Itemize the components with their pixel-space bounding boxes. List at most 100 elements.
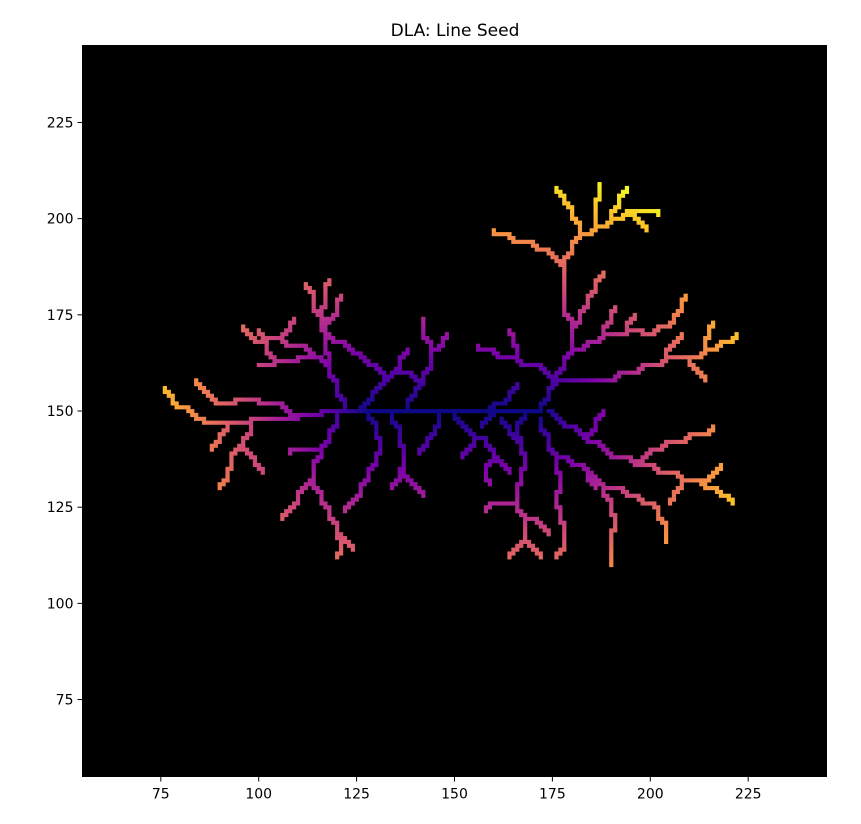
cluster-cell: [342, 343, 348, 348]
cluster-cell: [429, 436, 434, 441]
cluster-cell: [613, 486, 618, 491]
cluster-cell: [644, 451, 649, 456]
cluster-cell: [519, 443, 524, 448]
cluster-cell: [577, 347, 583, 352]
cluster-cell: [554, 185, 559, 191]
cluster-cell: [601, 482, 606, 487]
cluster-cell: [323, 320, 328, 325]
cluster-cell: [303, 486, 308, 491]
cluster-cell: [687, 432, 692, 437]
cluster-cell: [241, 420, 246, 425]
cluster-cell: [570, 209, 575, 214]
cluster-cell: [374, 432, 379, 437]
cluster-cell: [511, 335, 516, 341]
cluster-cell: [401, 443, 406, 448]
cluster-cell: [585, 478, 590, 483]
cluster-cell: [507, 235, 512, 241]
cluster-cell: [570, 247, 575, 252]
cluster-cell: [609, 559, 614, 564]
cluster-cell: [640, 209, 645, 214]
cluster-cell: [562, 274, 567, 279]
cluster-cell: [581, 309, 586, 314]
cluster-cell: [421, 320, 426, 325]
cluster-cell: [601, 270, 606, 275]
cluster-cell: [487, 347, 492, 352]
cluster-cell: [663, 439, 669, 445]
cluster-cell: [362, 359, 367, 364]
cluster-cell: [538, 405, 543, 410]
cluster-cell: [327, 436, 332, 441]
cluster-cell: [589, 228, 594, 233]
cluster-cell: [628, 370, 633, 375]
cluster-cell: [605, 447, 610, 452]
cluster-cell: [225, 428, 230, 433]
cluster-cell: [295, 416, 301, 421]
cluster-cell: [248, 451, 254, 456]
cluster-cell: [487, 462, 492, 468]
x-axis: 75 100 125 150 175 200 225: [152, 776, 762, 803]
cluster-cell: [436, 420, 442, 425]
cluster-cell: [397, 355, 402, 360]
cluster-cell: [573, 424, 579, 429]
cluster-cell: [562, 262, 567, 268]
cluster-cell: [213, 443, 218, 448]
cluster-cell: [570, 351, 575, 356]
cluster-cell: [530, 409, 536, 414]
cluster-cell: [319, 497, 324, 502]
cluster-cell: [225, 470, 230, 475]
cluster-cell: [354, 497, 359, 502]
cluster-cell: [503, 409, 508, 414]
cluster-cell: [620, 332, 626, 337]
cluster-cell: [342, 536, 348, 541]
cluster-cell: [241, 324, 246, 329]
cluster-cell: [562, 528, 567, 533]
cluster-cell: [691, 478, 696, 483]
cluster-cell: [307, 478, 312, 483]
cluster-cell: [632, 312, 637, 318]
cluster-cell: [483, 509, 489, 514]
cluster-cell: [546, 397, 551, 402]
y-tick-label: 75: [56, 693, 74, 709]
cluster-cell: [577, 232, 583, 237]
cluster-cell: [374, 385, 379, 391]
cluster-cell: [331, 374, 336, 379]
cluster-cell: [617, 486, 622, 491]
cluster-cell: [389, 420, 395, 425]
cluster-cell: [288, 412, 293, 418]
cluster-cell: [319, 412, 324, 418]
cluster-cell: [205, 393, 211, 398]
cluster-cell: [483, 439, 489, 445]
cluster-cell: [378, 436, 383, 441]
cluster-cell: [550, 409, 555, 414]
cluster-cell: [589, 439, 594, 445]
cluster-cell: [389, 409, 395, 414]
cluster-cell: [620, 455, 626, 460]
cluster-cell: [523, 455, 528, 460]
cluster-cell: [613, 528, 618, 533]
cluster-cell: [421, 324, 426, 329]
cluster-cell: [577, 462, 583, 468]
cluster-cell: [699, 374, 704, 379]
cluster-cell: [667, 470, 673, 475]
cluster-cell: [554, 455, 559, 460]
cluster-cell: [272, 359, 277, 364]
cluster-cell: [577, 309, 583, 314]
cluster-cell: [523, 520, 528, 525]
cluster-cell: [307, 347, 312, 352]
cluster-cell: [311, 351, 316, 356]
cluster-cell: [609, 512, 614, 518]
cluster-cell: [640, 501, 645, 506]
cluster-cell: [495, 455, 500, 460]
cluster-cell: [562, 305, 567, 310]
cluster-cell: [323, 297, 328, 302]
cluster-cell: [401, 459, 406, 464]
cluster-cell: [260, 466, 265, 471]
cluster-cell: [413, 374, 418, 379]
cluster-cell: [570, 328, 575, 333]
cluster-cell: [421, 335, 426, 341]
cluster-cell: [562, 270, 567, 275]
cluster-cell: [542, 528, 547, 533]
cluster-cell: [338, 339, 344, 344]
cluster-cell: [601, 332, 606, 337]
cluster-cell: [284, 409, 289, 414]
